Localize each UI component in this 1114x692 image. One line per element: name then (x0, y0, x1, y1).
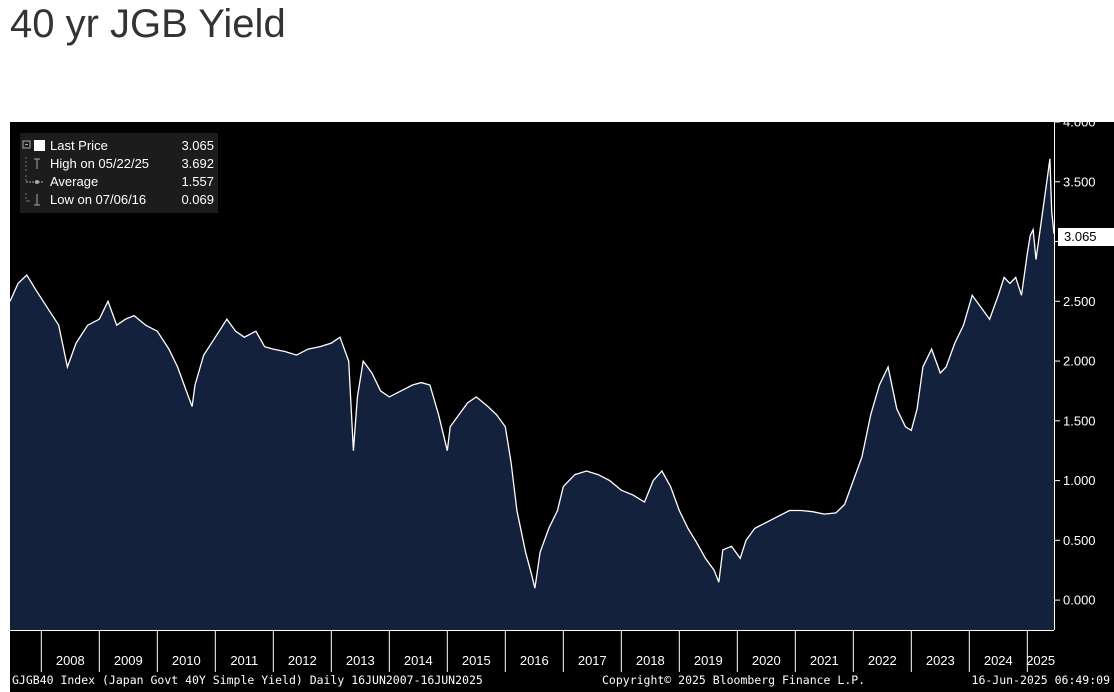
x-tick-label: 2013 (346, 653, 375, 668)
x-tick-label: 2021 (810, 653, 839, 668)
x-tick-label: 2012 (288, 653, 317, 668)
average-marker-icon (22, 175, 44, 189)
legend-item-low: Low on 07/06/16 0.069 (20, 191, 218, 209)
yield-area (10, 158, 1054, 631)
chart-footer: GJGB40 Index (Japan Govt 40Y Simple Yiel… (10, 672, 1114, 692)
high-marker-icon (22, 157, 44, 171)
last-price-swatch (34, 140, 45, 151)
legend-label: High on 05/22/25 (50, 156, 150, 171)
y-tick-label: 0.000 (1063, 593, 1096, 608)
x-tick-label: 2020 (752, 653, 781, 668)
x-tick-label: 2014 (404, 653, 433, 668)
legend-item-average: Average 1.557 (20, 173, 218, 191)
legend-value: 3.692 (181, 156, 214, 171)
legend-value: 1.557 (181, 174, 214, 189)
x-tick-label: 2022 (868, 653, 897, 668)
last-price-tag: 3.065 (1058, 228, 1114, 246)
x-tick-label: 2016 (520, 653, 549, 668)
legend-value: 3.065 (181, 138, 214, 153)
legend-label: Average (50, 174, 99, 189)
legend-label: Last Price (50, 138, 108, 153)
y-tick-label: 2.500 (1063, 294, 1096, 309)
x-tick-label: 2024 (984, 653, 1013, 668)
x-tick-label: 2025 (1026, 653, 1055, 668)
chart-panel: 4.0003.5003.0002.5002.0001.5001.0000.500… (10, 122, 1114, 692)
page-title: 40 yr JGB Yield (10, 2, 286, 46)
yield-line (10, 158, 1055, 589)
collapse-box-icon (22, 139, 45, 153)
x-tick-label: 2009 (114, 653, 143, 668)
chart-legend: Last Price 3.065 High on 05/22/25 3.692 … (20, 133, 218, 213)
legend-value: 0.069 (181, 192, 214, 207)
x-tick-label: 2017 (578, 653, 607, 668)
footer-security-info: GJGB40 Index (Japan Govt 40Y Simple Yiel… (12, 673, 483, 687)
x-tick-label: 2023 (926, 653, 955, 668)
x-tick-label: 2018 (636, 653, 665, 668)
y-tick-label: 3.500 (1063, 174, 1096, 189)
low-marker-icon (22, 193, 44, 207)
legend-item-high: High on 05/22/25 3.692 (20, 155, 218, 173)
x-tick-label: 2019 (694, 653, 723, 668)
x-tick-label: 2010 (172, 653, 201, 668)
x-tick-label: 2011 (230, 653, 258, 668)
x-tick-label: 2008 (56, 653, 85, 668)
y-tick-label: 1.500 (1063, 413, 1096, 428)
y-tick-label: 2.000 (1063, 354, 1096, 369)
chart-plot: 4.0003.5003.0002.5002.0001.5001.0000.500… (10, 122, 1096, 672)
footer-copyright: Copyright© 2025 Bloomberg Finance L.P. (602, 673, 866, 687)
x-tick-label: 2015 (462, 653, 491, 668)
legend-label: Low on 07/06/16 (50, 192, 147, 207)
y-tick-label: 0.500 (1063, 533, 1096, 548)
y-tick-label: 1.000 (1063, 473, 1096, 488)
y-tick-label: 4.000 (1063, 122, 1096, 130)
footer-timestamp: 16-Jun-2025 06:49:09 (971, 673, 1110, 687)
legend-item-last-price: Last Price 3.065 (20, 137, 218, 155)
